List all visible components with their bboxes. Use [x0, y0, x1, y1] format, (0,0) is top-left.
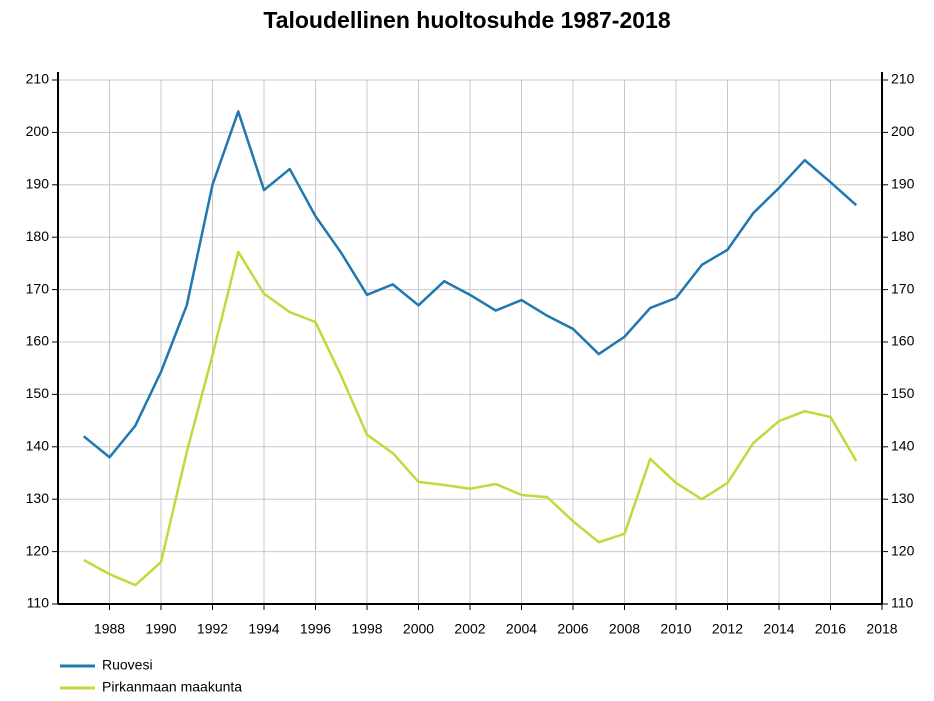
- y2-tick-label: 210: [891, 71, 915, 87]
- y2-tick-label: 160: [891, 333, 915, 349]
- y2-tick-label: 110: [891, 595, 914, 611]
- x-tick-label: 2004: [506, 621, 537, 637]
- x-tick-label: 1990: [145, 621, 176, 637]
- y2-tick-label: 140: [891, 438, 915, 454]
- legend-label: Ruovesi: [102, 657, 153, 673]
- x-tick-label: 1992: [197, 621, 228, 637]
- data-line: [82, 110, 858, 459]
- y2-tick-label: 190: [891, 176, 915, 192]
- x-tick-label: 2016: [815, 621, 846, 637]
- y-tick-label: 150: [26, 385, 50, 401]
- x-tick-label: 2014: [763, 621, 794, 637]
- y-tick-label: 130: [26, 490, 50, 506]
- x-tick-label: 2000: [403, 621, 434, 637]
- y-tick-label: 140: [26, 438, 50, 454]
- y2-tick-label: 200: [891, 123, 915, 139]
- y-tick-label: 200: [26, 123, 50, 139]
- y-tick-label: 170: [26, 280, 50, 296]
- legend-label: Pirkanmaan maakunta: [102, 679, 242, 695]
- x-tick-label: 1988: [94, 621, 125, 637]
- x-tick-label: 1996: [300, 621, 331, 637]
- x-tick-label: 2018: [866, 621, 897, 637]
- y2-tick-label: 130: [891, 490, 915, 506]
- y-tick-label: 120: [26, 542, 50, 558]
- x-tick-label: 1994: [248, 621, 279, 637]
- y2-tick-label: 170: [891, 280, 915, 296]
- x-tick-label: 2008: [609, 621, 640, 637]
- y-tick-label: 190: [26, 176, 50, 192]
- y-tick-label: 110: [27, 595, 50, 611]
- x-tick-label: 1998: [351, 621, 382, 637]
- x-tick-label: 2002: [454, 621, 485, 637]
- y2-tick-label: 150: [891, 385, 915, 401]
- y2-tick-label: 180: [891, 228, 915, 244]
- x-tick-label: 2010: [660, 621, 691, 637]
- y2-tick-label: 120: [891, 542, 915, 558]
- x-tick-label: 2006: [557, 621, 588, 637]
- x-tick-label: 2012: [712, 621, 743, 637]
- y-tick-label: 180: [26, 228, 50, 244]
- y-tick-label: 210: [26, 71, 50, 87]
- chart-title: Taloudellinen huoltosuhde 1987-2018: [263, 7, 670, 33]
- data-line: [83, 250, 858, 587]
- y-tick-label: 160: [26, 333, 50, 349]
